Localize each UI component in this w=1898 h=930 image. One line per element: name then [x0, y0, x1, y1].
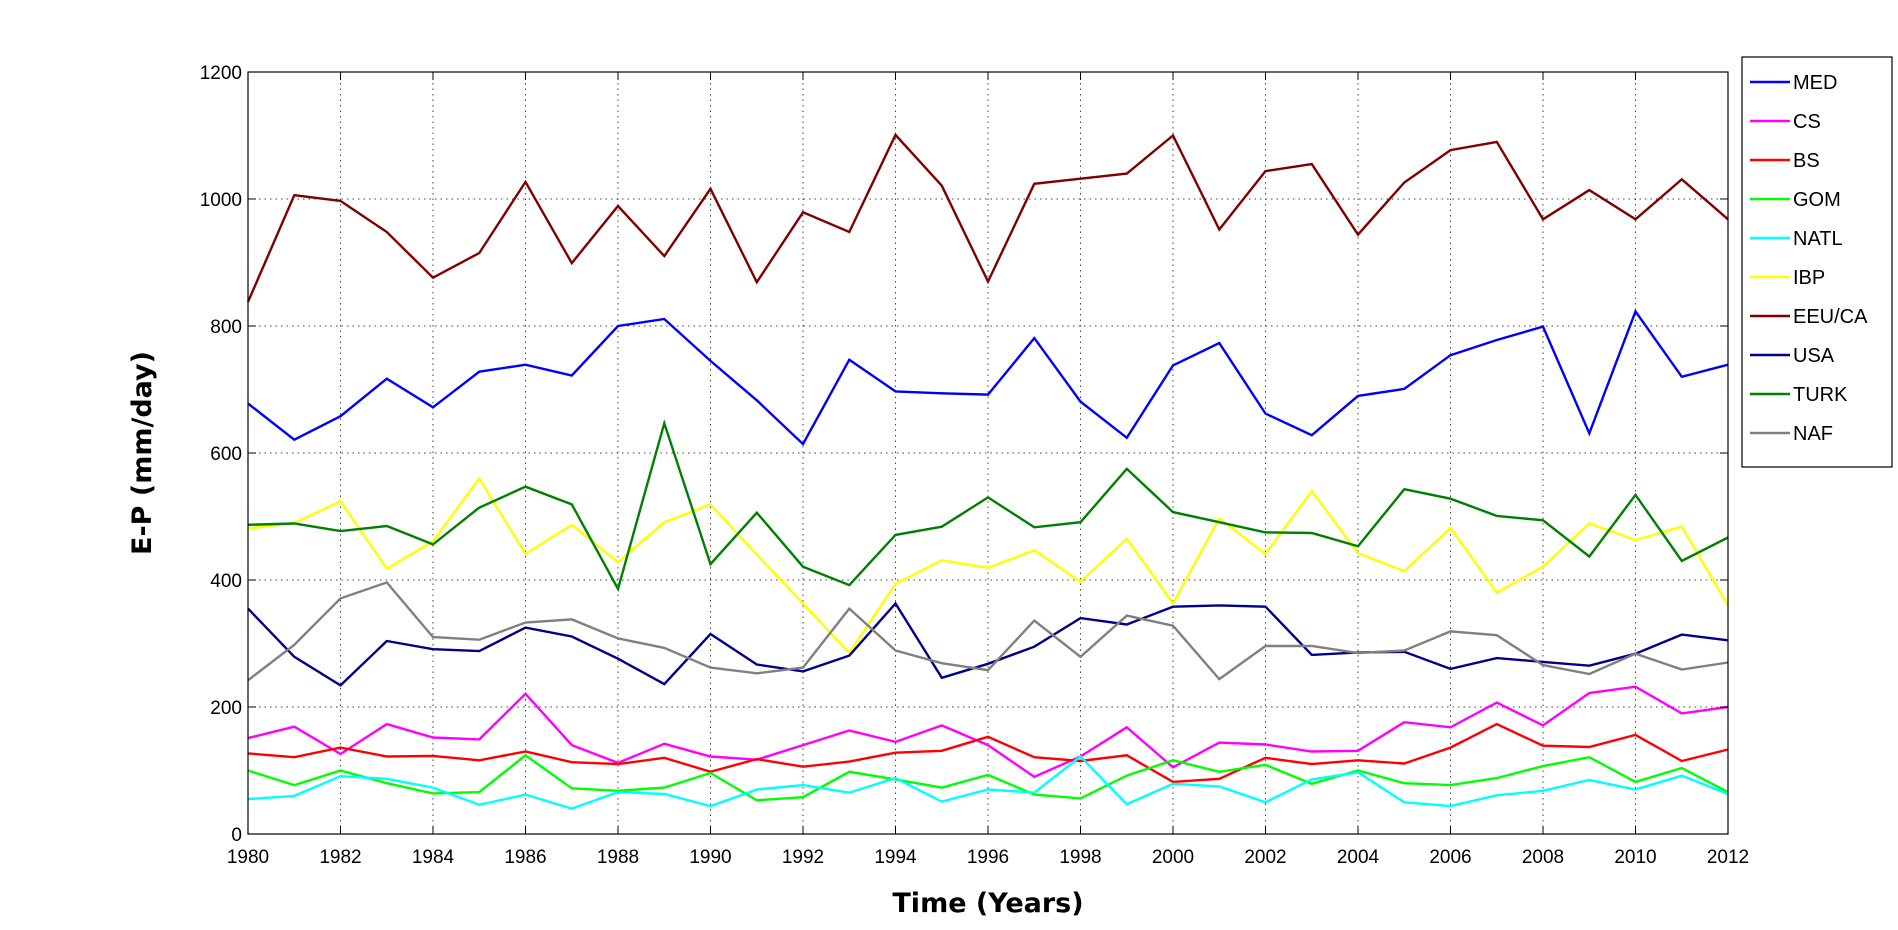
series-line-ibp	[247, 476, 1730, 655]
series-line-naf	[247, 581, 1729, 682]
x-tick-label: 1984	[412, 847, 455, 868]
legend-label-naf: NAF	[1793, 423, 1833, 445]
x-tick-label: 2004	[1337, 847, 1380, 868]
series-line-bs	[247, 722, 1729, 784]
legend-label-gom: GOM	[1793, 189, 1841, 211]
x-tick-label: 1980	[227, 847, 269, 868]
x-tick-label: 1986	[504, 847, 546, 868]
legend: MED CS BS GOM NATL IBP EEU/CA USA TURK NAF	[1741, 56, 1893, 468]
grid-lines	[248, 72, 1728, 834]
series-lines	[246, 132, 1730, 810]
x-tick-label: 2006	[1429, 847, 1471, 868]
series-line-eeu-ca	[246, 132, 1729, 303]
y-tick-label: 800	[210, 317, 242, 338]
legend-label-natl: NATL	[1793, 228, 1843, 250]
x-tick-label: 2002	[1244, 847, 1286, 868]
y-axis-ticks: 0 200 400 600 800 1000 1200	[200, 63, 1728, 846]
y-tick-label: 400	[210, 571, 242, 592]
x-tick-label: 1996	[967, 847, 1009, 868]
legend-box	[1741, 56, 1893, 468]
x-tick-label: 1994	[874, 847, 917, 868]
x-tick-label: 2008	[1522, 847, 1564, 868]
legend-label-ibp: IBP	[1793, 267, 1825, 289]
y-tick-label: 600	[210, 444, 242, 465]
y-tick-label: 1000	[200, 190, 242, 211]
x-tick-label: 2000	[1152, 847, 1194, 868]
x-tick-label: 2010	[1614, 847, 1656, 868]
x-axis-ticks: 1980 1982 1984 1986 1988 1990 1992 1994 1996 1998…	[227, 72, 1749, 868]
x-tick-label: 2012	[1707, 847, 1749, 868]
series-line-usa	[247, 601, 1729, 687]
legend-label-cs: CS	[1793, 111, 1821, 133]
y-tick-label: 0	[231, 825, 242, 846]
legend-label-turk: TURK	[1793, 384, 1848, 406]
x-tick-label: 1988	[597, 847, 639, 868]
y-tick-label: 1200	[200, 63, 242, 84]
series-line-med	[247, 308, 1729, 447]
y-tick-label: 200	[210, 698, 242, 719]
x-tick-label: 1990	[689, 847, 731, 868]
series-line-gom	[247, 753, 1729, 802]
legend-label-bs: BS	[1793, 150, 1820, 172]
series-line-cs	[247, 685, 1729, 779]
legend-label-med: MED	[1793, 72, 1837, 94]
series-line-natl	[247, 754, 1729, 810]
y-axis-title: E-P (mm/day)	[127, 351, 158, 555]
series-line-turk	[247, 419, 1729, 593]
legend-label-usa: USA	[1793, 345, 1835, 367]
legend-label-eeu-ca: EEU/CA	[1793, 306, 1868, 328]
x-tick-label: 1998	[1059, 847, 1101, 868]
x-tick-label: 1992	[782, 847, 824, 868]
x-tick-label: 1982	[319, 847, 361, 868]
x-axis-title: Time (Years)	[892, 888, 1083, 919]
